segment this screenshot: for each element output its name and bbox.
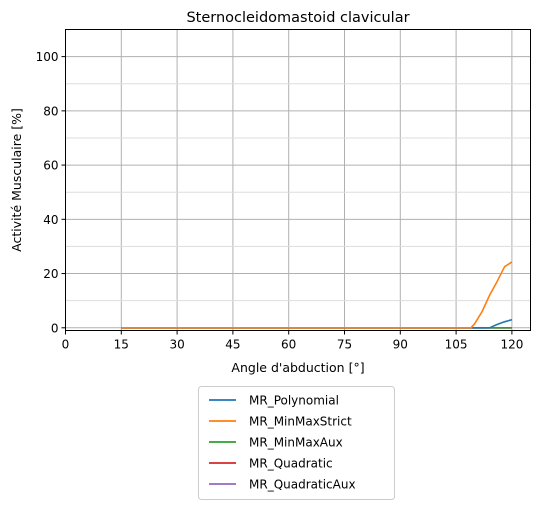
x-tick-label: 30 [169, 338, 184, 352]
x-tick-label: 15 [114, 338, 129, 352]
legend-label: MR_MinMaxStrict [249, 415, 352, 429]
legend-label: MR_MinMaxAux [249, 436, 343, 450]
x-tick-label: 90 [393, 338, 408, 352]
y-axis-ticks: 0 20 40 60 80 100 [36, 50, 66, 335]
legend-label: MR_QuadraticAux [249, 478, 356, 492]
grid-lines [66, 30, 531, 331]
x-tick-label: 120 [500, 338, 523, 352]
y-tick-label: 100 [36, 50, 59, 64]
x-tick-label: 75 [337, 338, 352, 352]
x-tick-label: 45 [225, 338, 240, 352]
x-tick-label: 60 [281, 338, 296, 352]
x-axis-label: Angle d'abduction [°] [231, 360, 364, 375]
y-tick-label: 40 [43, 213, 58, 227]
legend-label: MR_Polynomial [249, 394, 339, 408]
y-axis-label: Activité Musculaire [%] [9, 108, 24, 252]
plot-frame [66, 30, 531, 331]
series-lines [121, 262, 512, 328]
x-axis-ticks: 0 15 30 45 60 75 90 105 120 [62, 331, 524, 352]
chart-title: Sternocleidomastoid clavicular [186, 10, 409, 26]
series-line-mr-polynomial [121, 320, 512, 328]
y-tick-label: 60 [43, 159, 58, 173]
y-tick-label: 80 [43, 104, 58, 118]
legend: MR_Polynomial MR_MinMaxStrict MR_MinMaxAux… [199, 387, 395, 500]
series-line-mr-minmaxstrict [121, 262, 512, 328]
x-tick-label: 105 [445, 338, 468, 352]
legend-label: MR_Quadratic [249, 457, 333, 471]
y-tick-label: 0 [51, 321, 59, 335]
x-tick-label: 0 [62, 338, 70, 352]
y-tick-label: 20 [43, 267, 58, 281]
plot-area: 0 15 30 45 60 75 90 105 120 0 20 40 60 80 100 [36, 30, 531, 352]
